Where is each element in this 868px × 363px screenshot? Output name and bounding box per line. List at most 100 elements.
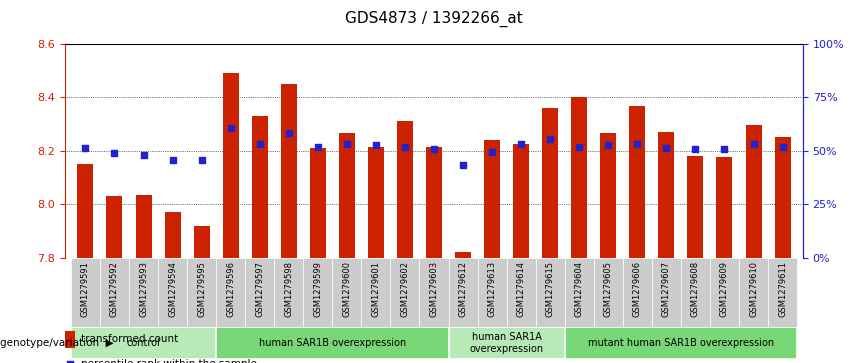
Bar bbox=[739, 258, 768, 327]
Text: human SAR1B overexpression: human SAR1B overexpression bbox=[259, 338, 406, 348]
Text: GSM1279612: GSM1279612 bbox=[458, 261, 468, 317]
Bar bbox=[107, 196, 122, 258]
Bar bbox=[216, 258, 245, 327]
Text: GSM1279607: GSM1279607 bbox=[662, 261, 671, 317]
Point bbox=[78, 145, 92, 151]
Bar bbox=[716, 157, 733, 258]
Bar bbox=[419, 258, 449, 327]
Bar bbox=[484, 140, 500, 258]
Bar bbox=[594, 258, 623, 327]
Bar bbox=[223, 73, 239, 258]
Bar bbox=[65, 331, 75, 348]
Bar bbox=[135, 195, 152, 258]
Point bbox=[136, 152, 150, 158]
Bar bbox=[397, 121, 413, 258]
Point bbox=[630, 141, 644, 147]
Bar bbox=[659, 132, 674, 258]
Text: human SAR1A
overexpression: human SAR1A overexpression bbox=[470, 332, 543, 354]
Point bbox=[224, 125, 238, 131]
Bar bbox=[601, 133, 616, 258]
Bar bbox=[565, 258, 594, 327]
Bar bbox=[629, 106, 645, 258]
Text: GSM1279592: GSM1279592 bbox=[110, 261, 119, 317]
Point bbox=[514, 141, 528, 147]
Text: GSM1279605: GSM1279605 bbox=[604, 261, 613, 317]
Text: GSM1279597: GSM1279597 bbox=[255, 261, 264, 317]
Point bbox=[398, 144, 412, 150]
Point bbox=[369, 142, 383, 148]
Bar bbox=[652, 258, 681, 327]
Point bbox=[311, 144, 325, 150]
Bar bbox=[687, 156, 703, 258]
Text: GSM1279601: GSM1279601 bbox=[372, 261, 380, 317]
Point bbox=[543, 136, 557, 142]
Point bbox=[572, 144, 586, 150]
Text: percentile rank within the sample: percentile rank within the sample bbox=[81, 359, 257, 363]
Text: GDS4873 / 1392266_at: GDS4873 / 1392266_at bbox=[345, 11, 523, 27]
Point bbox=[718, 146, 732, 152]
Bar bbox=[449, 258, 477, 327]
Bar bbox=[768, 258, 797, 327]
Point bbox=[166, 157, 180, 163]
Point bbox=[456, 163, 470, 168]
Point bbox=[108, 150, 122, 156]
Bar bbox=[513, 144, 529, 258]
Bar bbox=[245, 258, 274, 327]
Bar bbox=[100, 258, 129, 327]
Text: control: control bbox=[127, 338, 161, 348]
Bar bbox=[194, 225, 209, 258]
Bar bbox=[571, 97, 588, 258]
Point bbox=[194, 157, 208, 163]
Point bbox=[253, 141, 266, 147]
Bar bbox=[536, 258, 565, 327]
Text: GSM1279595: GSM1279595 bbox=[197, 261, 206, 317]
Text: GSM1279611: GSM1279611 bbox=[778, 261, 787, 317]
Bar bbox=[274, 258, 303, 327]
Bar bbox=[361, 258, 391, 327]
Text: GSM1279602: GSM1279602 bbox=[400, 261, 410, 317]
Bar bbox=[71, 258, 100, 327]
Bar bbox=[252, 116, 267, 258]
Text: GSM1279596: GSM1279596 bbox=[227, 261, 235, 317]
Point bbox=[688, 146, 702, 152]
Text: GSM1279615: GSM1279615 bbox=[546, 261, 555, 317]
Bar bbox=[310, 148, 326, 258]
Bar bbox=[158, 258, 187, 327]
Point bbox=[485, 149, 499, 155]
Text: GSM1279610: GSM1279610 bbox=[749, 261, 758, 317]
Text: GSM1279593: GSM1279593 bbox=[139, 261, 148, 317]
Text: GSM1279604: GSM1279604 bbox=[575, 261, 584, 317]
Bar bbox=[280, 84, 297, 258]
Text: GSM1279609: GSM1279609 bbox=[720, 261, 729, 317]
Bar bbox=[477, 258, 507, 327]
Bar bbox=[187, 258, 216, 327]
Bar bbox=[507, 258, 536, 327]
Text: GSM1279603: GSM1279603 bbox=[430, 261, 438, 317]
Bar bbox=[303, 258, 332, 327]
Text: mutant human SAR1B overexpression: mutant human SAR1B overexpression bbox=[588, 338, 774, 348]
Point bbox=[776, 144, 790, 150]
Bar bbox=[339, 133, 355, 258]
Text: GSM1279608: GSM1279608 bbox=[691, 261, 700, 317]
Bar bbox=[368, 147, 384, 258]
Bar bbox=[774, 137, 791, 258]
Point bbox=[602, 142, 615, 148]
Text: GSM1279600: GSM1279600 bbox=[342, 261, 352, 317]
Point bbox=[296, 224, 310, 229]
Point bbox=[427, 146, 441, 152]
Bar bbox=[165, 212, 181, 258]
Bar bbox=[426, 147, 442, 258]
Text: GSM1279594: GSM1279594 bbox=[168, 261, 177, 317]
Text: GSM1279598: GSM1279598 bbox=[284, 261, 293, 317]
Bar bbox=[129, 258, 158, 327]
Bar bbox=[710, 258, 739, 327]
Bar bbox=[391, 258, 419, 327]
Text: transformed count: transformed count bbox=[81, 334, 178, 344]
Bar bbox=[449, 327, 565, 359]
Bar bbox=[565, 327, 797, 359]
Text: GSM1279599: GSM1279599 bbox=[313, 261, 322, 317]
Bar bbox=[332, 258, 361, 327]
Text: GSM1279606: GSM1279606 bbox=[633, 261, 641, 317]
Bar bbox=[623, 258, 652, 327]
Bar bbox=[542, 108, 558, 258]
